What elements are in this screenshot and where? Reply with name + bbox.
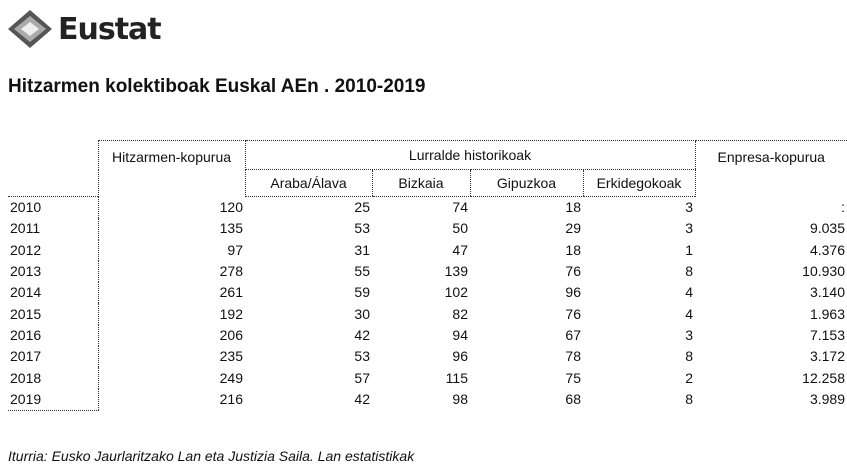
value-cell: 3 xyxy=(685,326,693,343)
value-cell: 18 xyxy=(565,199,581,216)
value-cell: 3.989 xyxy=(809,391,845,408)
year-cell: 2016 xyxy=(10,326,42,343)
value-cell: 9.035 xyxy=(809,220,845,237)
header-cell: Hitzarmen-kopurua xyxy=(97,140,245,197)
value-cell: 8 xyxy=(685,348,693,365)
value-cell: 2 xyxy=(685,369,693,386)
source-note: Iturria: Eusko Jaurlaritzako Lan eta Jus… xyxy=(8,448,415,464)
value-cell: 3.172 xyxy=(809,348,845,365)
value-cell: 30 xyxy=(354,305,370,322)
value-cell: 102 xyxy=(444,284,468,301)
logo-text: Eustat xyxy=(58,11,162,47)
header-cell: Araba/Álava xyxy=(244,169,372,197)
value-cell: 78 xyxy=(565,348,581,365)
value-cell: 4 xyxy=(685,284,693,301)
table-row: 2018 249 57 115 75 2 12.258 xyxy=(8,367,847,389)
value-cell: 3 xyxy=(685,199,693,216)
value-cell: 4 xyxy=(685,305,693,322)
table-row: 2010 120 25 74 18 3: xyxy=(8,196,847,219)
value-cell: 55 xyxy=(354,263,370,280)
value-cell: 206 xyxy=(97,324,245,347)
value-cell: 75 xyxy=(565,369,581,386)
table-row: 2019 216 42 98 68 8 3.989 xyxy=(8,388,847,411)
header-cell: Enpresa-kopurua xyxy=(694,140,847,197)
year-cell: 2012 xyxy=(10,241,42,258)
value-cell: 76 xyxy=(565,305,581,322)
value-cell: 31 xyxy=(354,241,370,258)
value-cell: 68 xyxy=(565,391,581,408)
value-cell: 94 xyxy=(452,326,468,343)
value-cell: 3 xyxy=(685,220,693,237)
logo-icon xyxy=(8,10,52,48)
value-cell: : xyxy=(841,198,845,215)
header-cell: Erkidegokoak xyxy=(582,169,695,197)
value-cell: 42 xyxy=(354,391,370,408)
year-cell: 2013 xyxy=(10,263,42,280)
year-cell: 2010 xyxy=(10,199,42,216)
table-row: 2011 135 53 50 29 3 9.035 xyxy=(8,218,847,240)
year-cell: 2011 xyxy=(10,220,41,237)
value-cell: 67 xyxy=(565,326,581,343)
value-cell: 1.963 xyxy=(809,305,845,322)
table-row: 2015 192 30 82 76 4 1.963 xyxy=(8,303,847,325)
value-cell: 98 xyxy=(452,391,468,408)
value-cell: 96 xyxy=(565,284,581,301)
value-cell: 8 xyxy=(685,263,693,280)
value-cell: 216 xyxy=(97,388,245,411)
value-cell: 18 xyxy=(565,241,581,258)
value-cell: 3.140 xyxy=(809,284,845,301)
value-cell: 278 xyxy=(97,260,245,283)
value-cell: 120 xyxy=(97,196,245,219)
table-row: 2012 97 31 47 18 1 4.376 xyxy=(8,239,847,261)
value-cell: 97 xyxy=(97,239,245,261)
value-cell: 50 xyxy=(452,220,468,237)
value-cell: 192 xyxy=(97,303,245,325)
year-cell: 2017 xyxy=(10,348,42,365)
value-cell: 29 xyxy=(565,220,581,237)
value-cell: 76 xyxy=(565,263,581,280)
logo: Eustat xyxy=(6,8,162,50)
value-cell: 74 xyxy=(452,199,468,216)
value-cell: 7.153 xyxy=(809,326,845,343)
value-cell: 1 xyxy=(685,241,693,258)
value-cell: 4.376 xyxy=(809,241,845,258)
header-cell: Bizkaia xyxy=(371,169,470,197)
title: Hitzarmen kolektiboak Euskal AEn . 2010-… xyxy=(8,76,426,97)
year-cell: 2014 xyxy=(10,284,42,301)
year-cell: 2019 xyxy=(8,388,98,411)
table-row: 2016 206 42 94 67 3 7.153 xyxy=(8,324,847,347)
value-cell: 82 xyxy=(452,305,468,322)
header-cell: Lurralde historikoak xyxy=(244,140,695,170)
data-table: Hitzarmen-kopurua Lurralde historikoak E… xyxy=(8,140,847,411)
value-cell: 96 xyxy=(452,348,468,365)
header-cell: Gipuzkoa xyxy=(469,169,583,197)
value-cell: 25 xyxy=(354,199,370,216)
value-cell: 135 xyxy=(97,218,245,240)
value-cell: 115 xyxy=(445,369,468,386)
value-cell: 53 xyxy=(354,348,370,365)
table-row: 2014 261 59 102 96 4 3.140 xyxy=(8,282,847,304)
value-cell: 235 xyxy=(97,346,245,368)
value-cell: 8 xyxy=(685,391,693,408)
value-cell: 57 xyxy=(354,369,370,386)
value-cell: 139 xyxy=(444,263,468,280)
value-cell: 261 xyxy=(97,282,245,304)
year-cell: 2015 xyxy=(10,305,42,322)
value-cell: 10.930 xyxy=(802,263,845,280)
year-cell: 2018 xyxy=(10,369,42,386)
table-row: 2013 278 55 139 76 8 10.930 xyxy=(8,260,847,283)
value-cell: 12.258 xyxy=(802,369,845,386)
table-row: 2017 235 53 96 78 8 3.172 xyxy=(8,346,847,368)
value-cell: 53 xyxy=(354,220,370,237)
value-cell: 249 xyxy=(97,367,245,389)
value-cell: 47 xyxy=(452,241,468,258)
value-cell: 42 xyxy=(354,326,370,343)
value-cell: 59 xyxy=(354,284,370,301)
